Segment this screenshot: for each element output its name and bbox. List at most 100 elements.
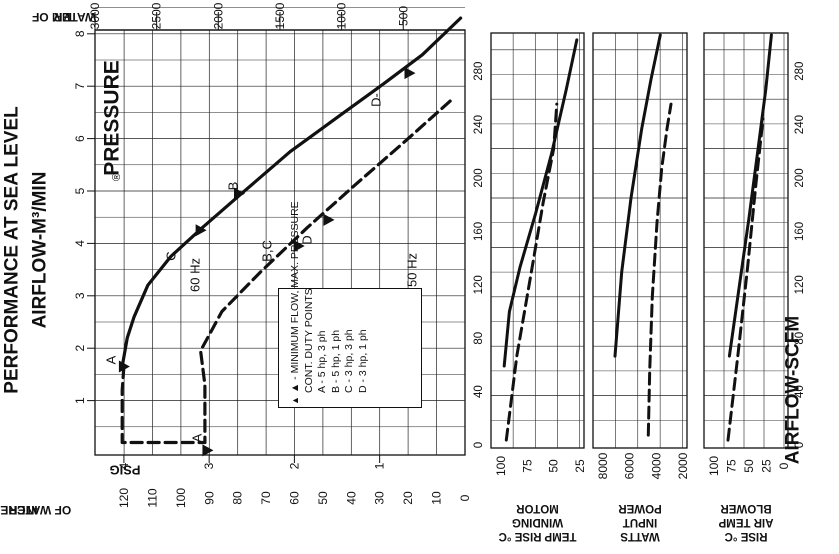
blower-tick-label: 0 <box>777 462 791 469</box>
y-tick-label: 4 <box>73 240 87 247</box>
blower-curve-60hz <box>729 35 771 356</box>
inches-tick-label: 50 <box>316 491 330 505</box>
legend-subtitle: CONT. DUTY POINTS <box>303 291 317 405</box>
legend-item: C - 3 hp, 3 ph <box>343 291 357 405</box>
y-tick-label: 5 <box>73 187 87 194</box>
motor-curve-60hz <box>504 40 577 366</box>
y-tick-label: 2 <box>73 345 87 352</box>
scfm-tick-label: 200 <box>794 168 806 187</box>
y-tick-label: 3 <box>73 292 87 299</box>
scfm-tick-label: 200 <box>473 168 485 187</box>
power-curve-50hz <box>648 104 671 435</box>
motor-tick-label: 75 <box>520 459 534 473</box>
annotation-60hz: 60 Hz <box>188 258 203 292</box>
mm-tick-label: 2000 <box>211 2 225 29</box>
blower-tick-label: 100 <box>707 456 721 476</box>
inches-tick-label: 90 <box>202 491 216 505</box>
annotation-d: D <box>300 235 315 244</box>
annotation-a2: A <box>190 433 205 442</box>
blower-tick-label: 25 <box>760 459 774 473</box>
scfm-tick-label: 280 <box>473 62 485 81</box>
scfm-tick-label: 80 <box>473 332 485 345</box>
annotation-c: C <box>164 251 179 260</box>
inches-tick-label: 20 <box>401 491 415 505</box>
power-tick-label: 6000 <box>623 452 637 479</box>
psig-tick-label: 3 <box>202 462 216 469</box>
duty-point-marker <box>324 214 335 226</box>
legend-item: A - 5 hp, 3 ph <box>316 291 330 405</box>
annotation-d2: D- <box>369 93 384 107</box>
motor-axis-label: TEMP RISE °C <box>499 530 577 542</box>
blower-axis-label: AIR TEMP <box>718 516 773 528</box>
duty-point-marker <box>404 67 415 79</box>
scfm-tick-label: 0 <box>794 442 806 448</box>
legend-item: D - 3 hp, 1 ph <box>357 291 371 405</box>
inches-axis-label: OF WATER <box>8 503 71 517</box>
mm-tick-label: 500 <box>396 6 410 26</box>
power-tick-label: 2000 <box>676 452 690 479</box>
legend-title-text: ▲ - MINIMUM FLOW, MAX. PRESSURE <box>289 201 301 393</box>
inches-tick-label: 110 <box>146 488 160 507</box>
mm-tick-label: 2500 <box>150 2 164 29</box>
annotation-bc: B,C <box>260 240 275 262</box>
scfm-tick-label: 0 <box>473 442 485 448</box>
inches-tick-label: 120 <box>117 488 131 508</box>
triangle-marker-icon: ▲ <box>290 396 300 405</box>
inches-tick-label: 30 <box>373 491 387 505</box>
annotation-50hz: 50 Hz <box>405 253 420 287</box>
blower-curve-50hz <box>728 119 763 440</box>
mm-tick-label: 1000 <box>335 2 349 29</box>
motor-tick-label: 25 <box>573 459 587 473</box>
y-tick-label: 8 <box>73 30 87 37</box>
motor-tick-label: 50 <box>547 459 561 473</box>
y-tick-label: 1 <box>73 397 87 404</box>
pressure-label: PRESSURE <box>101 60 124 176</box>
legend-item: B - 5 hp, 1 ph <box>330 291 344 405</box>
blower-tick-label: 50 <box>742 459 756 473</box>
curve-layer <box>122 18 771 442</box>
power-axis-label: INPUT <box>623 516 658 528</box>
blower-axis-label: RISE °C <box>725 530 768 542</box>
legend-text: ▲ ▲ - MINIMUM FLOW, MAX. PRESSURE CONT. … <box>289 291 427 405</box>
inches-tick-label: 40 <box>344 491 358 505</box>
registered-mark: ® <box>111 173 123 181</box>
inches-tick-label: 60 <box>288 491 302 505</box>
power-axis-label: POWER <box>618 502 662 514</box>
inches-tick-label: 80 <box>231 491 245 505</box>
scfm-tick-label: 120 <box>794 275 806 294</box>
inches-tick-label: 70 <box>259 491 273 505</box>
scfm-tick-label: 240 <box>473 115 485 134</box>
scfm-tick-label: 160 <box>473 222 485 241</box>
annotation-b: B <box>226 182 241 191</box>
power-panel-frame <box>593 33 687 448</box>
annotation-a: A <box>104 355 119 364</box>
legend: ▲ ▲ - MINIMUM FLOW, MAX. PRESSURE CONT. … <box>278 288 422 408</box>
psig-tick-label: 2 <box>287 462 301 469</box>
y-tick-label: 6 <box>73 135 87 142</box>
mm-axis-label: WATER <box>53 10 96 24</box>
power-tick-label: 8000 <box>596 452 610 479</box>
scfm-tick-label: 80 <box>794 332 806 345</box>
scfm-tick-label: 40 <box>794 385 806 398</box>
y-axis-label: AIRFLOW-M³/MIN <box>30 172 51 329</box>
motor-axis-label: MOTOR <box>516 502 559 514</box>
psig-axis-label: PSIG <box>109 463 140 478</box>
motor-tick-label: 100 <box>494 456 508 476</box>
inches-tick-label: 0 <box>458 494 472 501</box>
scfm-tick-label: 280 <box>794 62 806 81</box>
scfm-tick-label: 40 <box>473 385 485 398</box>
y-tick-label: 7 <box>73 83 87 90</box>
scfm-tick-label: 120 <box>473 275 485 294</box>
motor-axis-label: WINDING <box>512 516 563 528</box>
blower-tick-label: 75 <box>725 459 739 473</box>
psig-tick-label: 1 <box>373 462 387 469</box>
motor-panel-frame <box>491 33 584 448</box>
scfm-tick-label: 160 <box>794 222 806 241</box>
blower-axis-label: BLOWER <box>720 502 772 514</box>
power-tick-label: 4000 <box>649 452 663 479</box>
inches-tick-label: 100 <box>174 488 188 508</box>
chart-title: PERFORMANCE AT SEA LEVEL <box>2 106 23 394</box>
scfm-tick-label: 240 <box>794 115 806 134</box>
